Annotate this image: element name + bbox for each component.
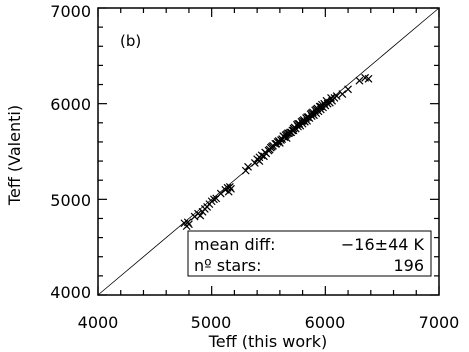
data-point [227,184,235,193]
data-point [196,211,205,220]
data-point [355,76,364,85]
data-point [185,220,193,229]
data-point [327,94,335,102]
axis-ticks [97,7,440,296]
data-point [312,105,321,114]
data-point [261,148,270,157]
stats-mean-value: −16±44 K [341,235,425,254]
y-tick-label: 7000 [50,2,91,21]
x-tick-label: 7000 [419,313,460,332]
data-points [180,73,373,231]
data-point [364,74,373,83]
plot-frame [97,7,440,296]
reference-line [97,7,440,296]
data-point [255,153,264,162]
data-point [316,102,325,111]
x-tick-label: 6000 [305,313,346,332]
y-axis-label: Teff (Valenti) [5,105,24,206]
stats-mean-label: mean diff: [194,235,275,254]
data-point [332,92,341,100]
y-tick-label: 5000 [50,191,91,210]
stats-stars-label: nº stars: [194,256,261,275]
panel-label: (b) [120,32,141,50]
data-point [294,119,302,128]
stats-stars-value: 196 [393,256,424,275]
y-tick-label: 6000 [50,95,91,114]
data-point [244,162,252,171]
data-point [279,132,288,141]
y-tick-label: 4000 [50,283,91,302]
x-tick-label: 4000 [78,313,119,332]
x-tick-label: 5000 [191,313,232,332]
data-point [283,129,292,138]
data-point [210,195,218,204]
data-point [267,142,276,151]
stats-box: mean diff: −16±44 K nº stars: 196 [187,230,432,277]
x-axis-label: Teff (this work) [208,332,328,351]
